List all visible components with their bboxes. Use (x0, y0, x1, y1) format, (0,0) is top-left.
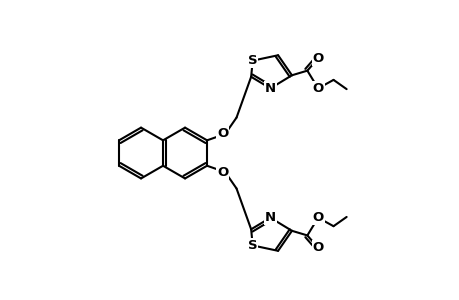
Text: N: N (264, 211, 275, 224)
Text: O: O (312, 211, 323, 224)
Text: O: O (217, 166, 228, 179)
Text: O: O (312, 82, 323, 95)
Text: O: O (312, 52, 323, 65)
Text: S: S (247, 239, 257, 252)
Text: O: O (312, 241, 323, 254)
Text: N: N (264, 82, 275, 95)
Text: O: O (217, 127, 228, 140)
Text: S: S (247, 54, 257, 67)
